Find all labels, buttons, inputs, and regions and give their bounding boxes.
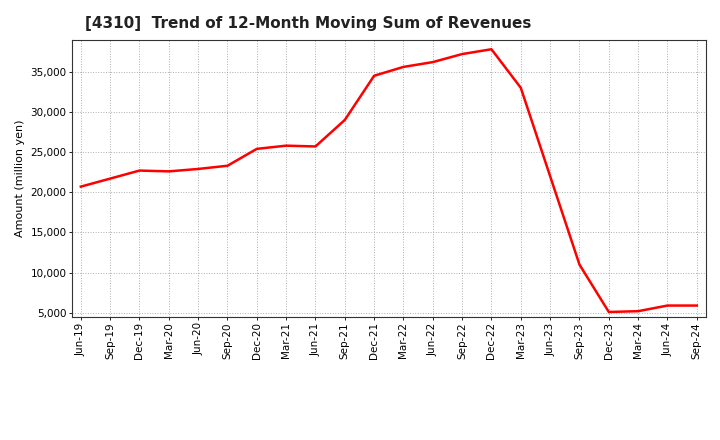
Text: [4310]  Trend of 12-Month Moving Sum of Revenues: [4310] Trend of 12-Month Moving Sum of R… bbox=[85, 16, 531, 32]
Y-axis label: Amount (million yen): Amount (million yen) bbox=[15, 119, 24, 237]
